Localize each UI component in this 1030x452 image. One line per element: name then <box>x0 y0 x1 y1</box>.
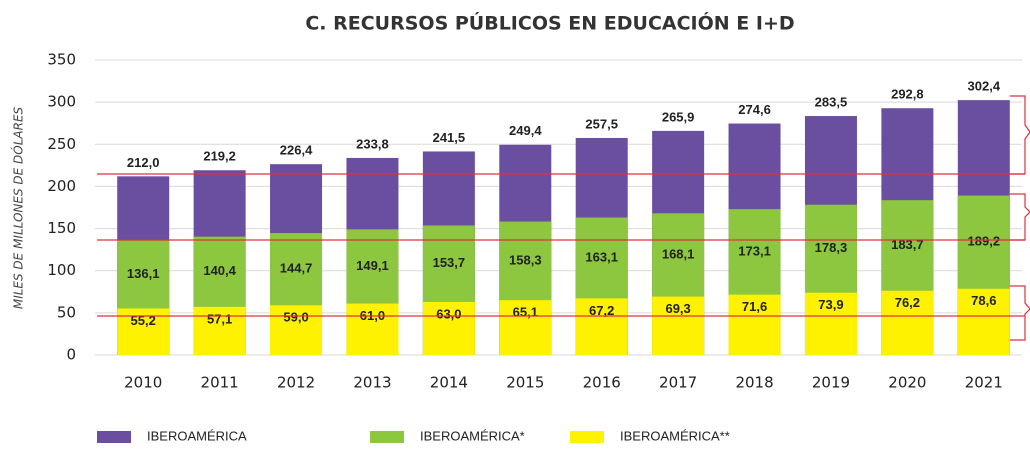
x-tick-label: 2010 <box>124 374 162 392</box>
value-label: 78,6 <box>971 293 996 308</box>
bar <box>346 303 399 355</box>
x-tick-label: 2013 <box>353 374 391 392</box>
legend-swatch <box>370 431 404 443</box>
chart-title: C. RECURSOS PÚBLICOS EN EDUCACIÓN E I+D <box>305 11 794 35</box>
y-tick-label: 200 <box>47 177 76 195</box>
x-tick-label: 2021 <box>965 374 1003 392</box>
value-label: 76,2 <box>895 295 920 310</box>
y-axis-title: MILES DE MILLONES DE DÓLARES <box>11 106 26 309</box>
value-label: 249,4 <box>509 123 542 138</box>
x-tick-label: 2011 <box>201 374 239 392</box>
value-label: 67,2 <box>589 303 614 318</box>
plot-area: 0 50 100 150 200 250 300 350 2010 212,0 136,1 55,2 2… <box>47 51 1022 392</box>
bracket <box>1010 285 1030 341</box>
x-tick-label: 2019 <box>812 374 850 392</box>
value-label: 168,1 <box>662 246 695 261</box>
annotations <box>97 95 1030 341</box>
legend: IBEROAMÉRICA IBEROAMÉRICA* IBEROAMÉRICA** <box>97 428 730 443</box>
value-label: 144,7 <box>280 261 313 276</box>
value-label: 149,1 <box>356 258 389 273</box>
value-label: 212,0 <box>127 155 160 170</box>
y-tick-label: 50 <box>57 303 76 321</box>
value-label: 233,8 <box>356 136 389 151</box>
value-label: 59,0 <box>283 310 308 325</box>
value-label: 63,0 <box>436 306 461 321</box>
bar <box>575 298 628 355</box>
value-label: 73,9 <box>818 297 843 312</box>
bar <box>804 292 857 355</box>
y-tick-label: 150 <box>47 219 76 237</box>
value-label: 173,1 <box>738 243 771 258</box>
y-tick-label: 0 <box>66 346 76 364</box>
value-label: 292,8 <box>891 87 924 102</box>
value-label: 71,6 <box>742 299 767 314</box>
y-tick-label: 300 <box>47 93 76 111</box>
value-label: 274,6 <box>738 102 771 117</box>
value-label: 136,1 <box>127 266 160 281</box>
legend-swatch <box>570 431 604 443</box>
x-tick-label: 2012 <box>277 374 315 392</box>
value-label: 163,1 <box>585 249 618 264</box>
legend-label: IBEROAMÉRICA** <box>620 428 730 443</box>
x-tick-label: 2015 <box>506 374 544 392</box>
value-label: 158,3 <box>509 252 542 267</box>
value-label: 55,2 <box>131 313 156 328</box>
bar <box>193 306 246 355</box>
y-tick-label: 100 <box>47 261 76 279</box>
value-label: 69,3 <box>665 301 690 316</box>
legend-swatch <box>97 431 131 443</box>
value-label: 65,1 <box>513 305 538 320</box>
bar <box>499 300 552 355</box>
value-label: 226,4 <box>280 143 313 158</box>
bracket <box>1010 95 1030 175</box>
value-label: 302,4 <box>968 79 1001 94</box>
x-tick-label: 2020 <box>888 374 926 392</box>
bar <box>957 288 1010 355</box>
value-label: 57,1 <box>207 311 232 326</box>
value-label: 189,2 <box>968 234 1001 249</box>
x-tick-label: 2018 <box>735 374 773 392</box>
y-tick-label: 350 <box>47 51 76 69</box>
bracket <box>1010 193 1030 241</box>
y-tick-label: 250 <box>47 135 76 153</box>
x-tick-label: 2016 <box>583 374 621 392</box>
value-label: 140,4 <box>203 263 236 278</box>
value-label: 219,2 <box>203 149 236 164</box>
bar <box>881 290 934 355</box>
bar <box>728 294 781 355</box>
value-label: 183,7 <box>891 237 924 252</box>
value-label: 257,5 <box>585 116 618 131</box>
value-label: 178,3 <box>815 240 848 255</box>
value-label: 241,5 <box>433 130 466 145</box>
value-label: 153,7 <box>433 255 466 270</box>
bar <box>422 301 475 355</box>
bar <box>270 305 323 355</box>
legend-label: IBEROAMÉRICA <box>147 428 247 443</box>
value-label: 283,5 <box>815 94 848 109</box>
legend-label: IBEROAMÉRICA* <box>420 428 525 443</box>
value-label: 265,9 <box>662 109 695 124</box>
bar <box>652 296 705 355</box>
x-tick-label: 2017 <box>659 374 697 392</box>
x-tick-label: 2014 <box>430 374 468 392</box>
